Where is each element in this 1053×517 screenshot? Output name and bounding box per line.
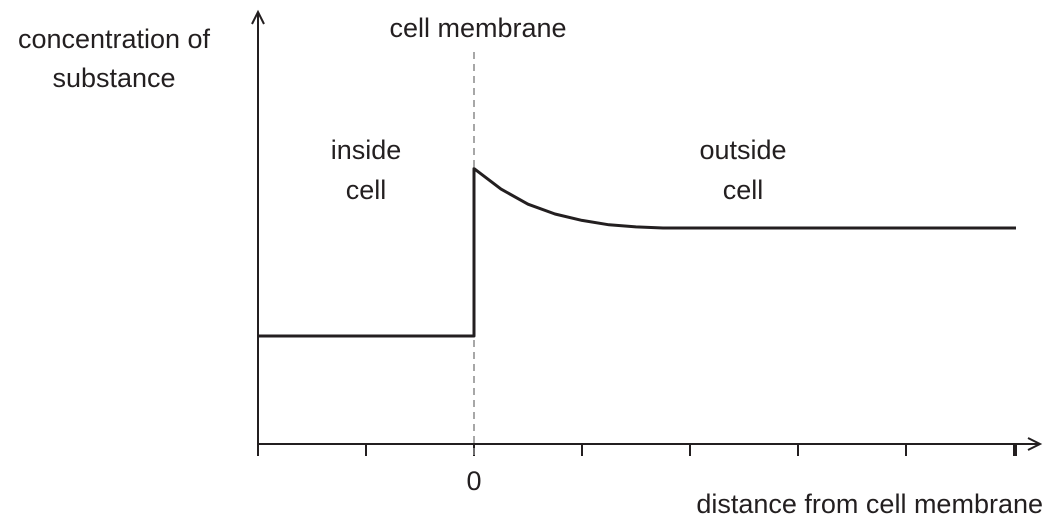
y-axis-label-line-1: concentration of bbox=[18, 24, 211, 54]
region-label: cell bbox=[346, 175, 387, 205]
region-label: inside bbox=[331, 135, 402, 165]
x-tick-label: 0 bbox=[466, 466, 481, 496]
concentration-line bbox=[258, 167, 1014, 338]
chart-marks bbox=[251, 9, 1043, 456]
y-axis-label-line-2: substance bbox=[52, 63, 175, 93]
y-axis-arrow bbox=[251, 9, 265, 25]
chart-labels: cell membrane concentration of substance in… bbox=[18, 13, 1043, 517]
x-axis-label: distance from cell membrane bbox=[696, 489, 1043, 517]
region-label: cell bbox=[723, 175, 764, 205]
x-axis-arrow bbox=[1027, 437, 1043, 451]
membrane-label: cell membrane bbox=[389, 13, 566, 43]
region-label: outside bbox=[699, 135, 786, 165]
